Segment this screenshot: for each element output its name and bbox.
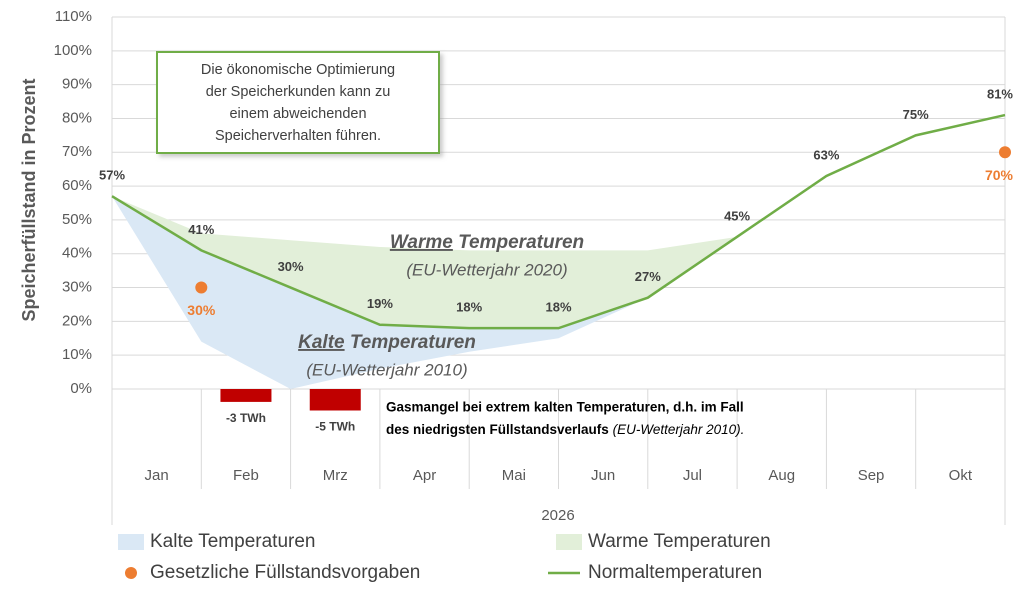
x-tick-label: Sep bbox=[858, 467, 885, 484]
region-rest: Temperaturen bbox=[350, 332, 476, 353]
data-label: -5 TWh bbox=[315, 420, 355, 434]
annotation-box bbox=[156, 51, 440, 154]
data-label: 30% bbox=[187, 302, 216, 318]
annotation-text: Die ökonomische Optimierung bbox=[201, 62, 395, 78]
region-rest: Temperaturen bbox=[458, 232, 584, 253]
region-sub: (EU-Wetterjahr 2010) bbox=[306, 360, 467, 379]
data-label: 30% bbox=[278, 259, 304, 274]
shortage-bar bbox=[309, 389, 361, 411]
x-tick-label: Aug bbox=[768, 467, 795, 484]
legend-swatch bbox=[118, 534, 144, 550]
target-point bbox=[195, 281, 208, 294]
data-label: 81% bbox=[987, 87, 1013, 102]
data-label: 70% bbox=[985, 167, 1014, 183]
data-label: 57% bbox=[99, 168, 125, 183]
y-tick-label: 50% bbox=[62, 211, 92, 228]
range-area bbox=[112, 196, 738, 329]
data-label: 41% bbox=[188, 222, 214, 237]
y-tick-label: 90% bbox=[62, 76, 92, 93]
legend-label: Gesetzliche Füllstandsvorgaben bbox=[150, 562, 420, 583]
y-axis-title: Speicherfüllstand in Prozent bbox=[19, 78, 39, 321]
data-label: 27% bbox=[635, 269, 661, 284]
annotation-text: einem abweichenden bbox=[229, 106, 366, 122]
y-tick-label: 60% bbox=[62, 177, 92, 194]
x-tick-label: Apr bbox=[413, 467, 436, 484]
note-text: Gasmangel bei extrem kalten Temperaturen… bbox=[386, 400, 744, 415]
region-key: Kalte bbox=[298, 332, 345, 353]
data-label: 18% bbox=[545, 300, 571, 315]
x-tick-label: Jul bbox=[683, 467, 702, 484]
x-axis-title: 2026 bbox=[541, 507, 574, 524]
note-part: des niedrigsten Füllstandsverlaufs bbox=[386, 422, 609, 437]
region-label: Kalte Temperaturen bbox=[298, 332, 476, 353]
y-tick-label: 20% bbox=[62, 312, 92, 329]
data-label: -3 TWh bbox=[226, 411, 266, 425]
annotation-text: der Speicherkunden kann zu bbox=[206, 84, 391, 100]
data-label: 45% bbox=[724, 208, 750, 223]
legend-label: Kalte Temperaturen bbox=[150, 531, 315, 552]
data-label: 75% bbox=[903, 107, 929, 122]
note-text: des niedrigsten Füllstandsverlaufs (EU-W… bbox=[386, 422, 744, 437]
data-label: 18% bbox=[456, 300, 482, 315]
note-italic: (EU-Wetterjahr 2010). bbox=[613, 422, 745, 437]
shortage-bar bbox=[220, 389, 272, 402]
y-tick-label: 30% bbox=[62, 279, 92, 296]
y-tick-label: 100% bbox=[54, 42, 92, 59]
y-tick-label: 70% bbox=[62, 143, 92, 160]
y-tick-label: 80% bbox=[62, 109, 92, 126]
legend-swatch bbox=[556, 534, 582, 550]
target-point bbox=[999, 146, 1011, 159]
data-label: 19% bbox=[367, 296, 393, 311]
legend-label: Warme Temperaturen bbox=[588, 531, 771, 552]
data-label: 63% bbox=[813, 147, 839, 162]
x-tick-label: Jan bbox=[145, 467, 169, 484]
region-sub: (EU-Wetterjahr 2020) bbox=[406, 260, 567, 279]
y-tick-label: 110% bbox=[55, 8, 92, 25]
range-area bbox=[112, 196, 648, 389]
x-tick-label: Jun bbox=[591, 467, 615, 484]
normal-line bbox=[111, 113, 1006, 330]
annotation-text: Speicherverhalten führen. bbox=[215, 128, 381, 144]
x-tick-label: Mrz bbox=[323, 467, 348, 484]
region-key: Warme bbox=[390, 232, 453, 253]
region-label: Warme Temperaturen bbox=[390, 232, 584, 253]
x-tick-label: Okt bbox=[949, 467, 973, 484]
x-tick-label: Mai bbox=[502, 467, 526, 484]
y-tick-label: 0% bbox=[70, 380, 92, 397]
y-tick-label: 10% bbox=[62, 346, 92, 363]
x-tick-label: Feb bbox=[233, 467, 259, 484]
legend-swatch bbox=[125, 567, 137, 579]
legend-label: Normaltemperaturen bbox=[588, 562, 762, 583]
y-tick-label: 40% bbox=[62, 245, 92, 262]
